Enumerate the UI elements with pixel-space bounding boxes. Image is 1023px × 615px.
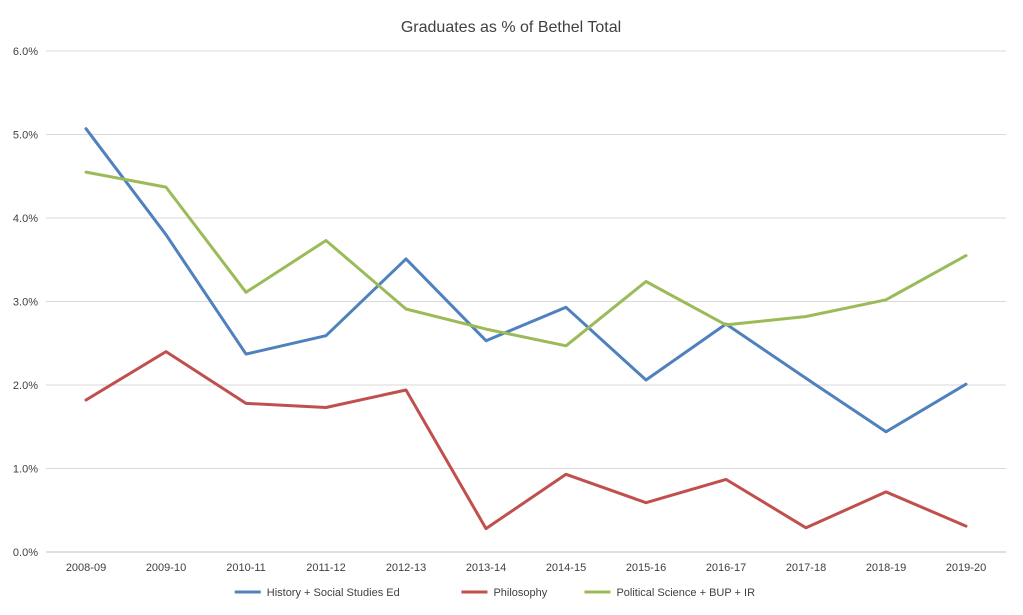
series-line-1: [84, 127, 968, 434]
legend-label: Political Science + BUP + IR: [616, 587, 755, 599]
chart-title: Graduates as % of Bethel Total: [401, 19, 621, 36]
y-tick-label: 5.0%: [13, 130, 38, 142]
x-tick-label: 2014-15: [546, 562, 586, 574]
y-tick-label: 0.0%: [13, 547, 38, 559]
series-lines: [84, 127, 968, 531]
y-tick-label: 6.0%: [13, 46, 38, 58]
series-line-2: [84, 350, 968, 531]
y-tick-label: 1.0%: [13, 464, 38, 476]
gridlines: [46, 50, 1006, 553]
x-tick-label: 2009-10: [146, 562, 186, 574]
x-tick-label: 2017-18: [786, 562, 826, 574]
y-tick-label: 3.0%: [13, 297, 38, 309]
x-tick-label: 2015-16: [626, 562, 666, 574]
legend-label: History + Social Studies Ed: [267, 587, 400, 599]
x-tick-label: 2011-12: [306, 562, 346, 574]
x-tick-label: 2019-20: [946, 562, 986, 574]
x-tick-label: 2012-13: [386, 562, 426, 574]
x-tick-label: 2018-19: [866, 562, 906, 574]
x-tick-label: 2016-17: [706, 562, 746, 574]
legend-label: Philosophy: [493, 587, 547, 599]
x-axis-ticks: 2008-09 2009-10 2010-11 2011-12 2012-13 2013-…: [66, 562, 986, 574]
x-tick-label: 2010-11: [226, 562, 266, 574]
x-tick-label: 2008-09: [66, 562, 106, 574]
y-axis-ticks: 0.0% 1.0% 2.0% 3.0% 4.0% 5.0% 6.0%: [13, 46, 38, 559]
legend-item: History + Social Studies Ed: [234, 587, 400, 599]
legend: History + Social Studies Ed Philosophy Pol…: [234, 587, 755, 599]
y-tick-label: 2.0%: [13, 380, 38, 392]
series-line-3: [84, 170, 968, 348]
x-tick-label: 2013-14: [466, 562, 506, 574]
legend-item: Philosophy: [461, 587, 548, 599]
legend-item: Political Science + BUP + IR: [584, 587, 755, 599]
y-tick-label: 4.0%: [13, 213, 38, 225]
